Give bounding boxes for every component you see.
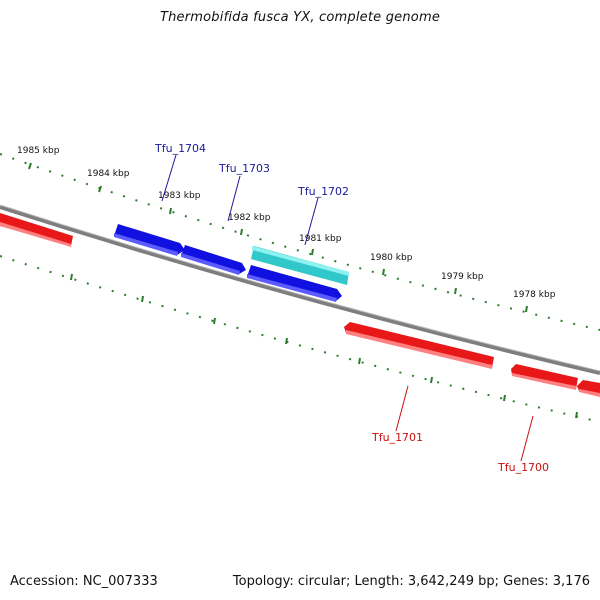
- gene-arrow-tfu-1701-shade: [346, 330, 492, 369]
- inner-major-tick: [575, 411, 578, 419]
- gene-arrow-tfu-1700-shade: [512, 373, 576, 390]
- kbp-label-1981: 1981 kbp: [299, 234, 342, 244]
- leader-tfu-1701: [395, 385, 409, 432]
- gene-arrow-offscreen-left[interactable]: [0, 213, 73, 246]
- inner-tick-ring: [0, 255, 600, 423]
- leader-tfu-1703: [227, 175, 241, 222]
- kbp-label-1979: 1979 kbp: [441, 272, 484, 282]
- gene-arrow-tfu-1702-shade: [252, 246, 349, 276]
- kbp-label-1984: 1984 kbp: [87, 169, 130, 179]
- inner-major-tick: [285, 337, 288, 345]
- gene-arrow-tfu-1702-lower-shade: [247, 274, 337, 302]
- kbp-labels: 1985 kbp 1984 kbp 1983 kbp 1982 kbp 1981…: [17, 146, 556, 300]
- inner-major-tick: [430, 376, 433, 384]
- major-tick-1983: [169, 207, 172, 215]
- kbp-label-1982: 1982 kbp: [228, 213, 271, 223]
- gene-arrow-tfu-1702-lower[interactable]: [247, 265, 342, 301]
- major-tick-1979: [454, 287, 457, 295]
- accession-text: Accession: NC_007333: [10, 574, 158, 589]
- inner-major-tick: [70, 273, 73, 281]
- gene-arrow-tfu-1703-shade: [181, 253, 240, 275]
- kbp-label-1983: 1983 kbp: [158, 191, 201, 201]
- inner-major-tick: [141, 295, 144, 303]
- major-ticks-inner: [70, 273, 578, 419]
- kbp-label-1978: 1978 kbp: [513, 290, 556, 300]
- major-tick-1980: [382, 268, 385, 276]
- major-tick-1984: [98, 185, 102, 193]
- gene-label-tfu-1703[interactable]: Tfu_1703: [218, 162, 270, 175]
- kbp-label-1985: 1985 kbp: [17, 146, 60, 156]
- major-tick-1982: [240, 228, 243, 236]
- gene-arrow-offscreen-right-shade: [579, 389, 600, 397]
- leader-tfu-1704: [161, 154, 177, 202]
- major-ticks-outer: [28, 162, 528, 313]
- inner-major-tick: [213, 317, 216, 325]
- gene-label-tfu-1701[interactable]: Tfu_1701: [371, 431, 423, 444]
- genome-backbone-highlight: [0, 204, 600, 372]
- gene-arrow-tfu-1700[interactable]: [511, 364, 578, 389]
- major-tick-1978: [525, 305, 528, 313]
- gene-arrow-tfu-1704-shade: [114, 233, 178, 256]
- inner-major-tick: [358, 357, 361, 365]
- leader-tfu-1700: [520, 415, 534, 462]
- inner-major-tick: [503, 394, 506, 402]
- gene-labels: Tfu_1704 Tfu_1703 Tfu_1702 Tfu_1701 Tfu_…: [154, 142, 549, 474]
- gene-label-tfu-1700[interactable]: Tfu_1700: [497, 461, 549, 474]
- major-tick-1981: [311, 248, 314, 256]
- genome-summary-text: Topology: circular; Length: 3,642,249 bp…: [232, 574, 590, 589]
- reverse-genes: [0, 213, 600, 397]
- gene-arrow-tfu-1703[interactable]: [181, 245, 246, 274]
- gene-arrow-tfu-1704[interactable]: [114, 224, 185, 255]
- gene-label-tfu-1704[interactable]: Tfu_1704: [154, 142, 206, 155]
- major-tick-1985: [28, 162, 32, 170]
- genome-backbone: [0, 205, 600, 375]
- gene-arrow-offscreen-left-shade: [0, 222, 71, 247]
- genome-title: Thermobifida fusca YX, complete genome: [159, 10, 441, 25]
- kbp-label-1980: 1980 kbp: [370, 253, 413, 263]
- leader-tfu-1702: [304, 197, 319, 246]
- forward-genes: [114, 224, 349, 302]
- label-leaders: [161, 154, 534, 462]
- gene-label-tfu-1702[interactable]: Tfu_1702: [297, 185, 349, 198]
